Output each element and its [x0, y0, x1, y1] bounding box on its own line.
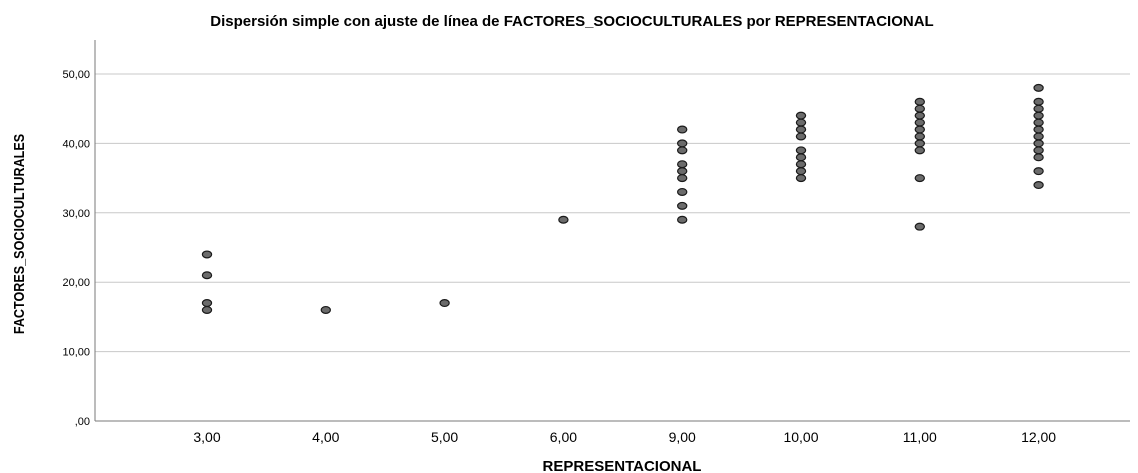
scatter-point	[1033, 83, 1044, 92]
scatter-point	[1033, 111, 1044, 120]
y-tick-label: ,00	[75, 416, 90, 428]
scatter-point	[320, 305, 331, 314]
scatter-point	[914, 222, 926, 231]
scatter-point	[1033, 125, 1044, 134]
axis-layer: ,00 10,00 20,00 30,00 40,00 50,00 3,00 4,00 5,00…	[62, 40, 1130, 445]
x-tick-label: 10,00	[783, 429, 818, 445]
scatter-point	[1033, 146, 1044, 155]
scatter-point	[914, 104, 926, 113]
scatter-point	[914, 125, 926, 134]
x-tick-label: 6,00	[550, 429, 577, 445]
scatter-point	[677, 160, 688, 169]
scatter-point	[914, 174, 926, 183]
scatter-point	[795, 111, 807, 120]
scatter-point	[914, 139, 926, 148]
scatter-point	[677, 187, 688, 196]
scatter-point	[1033, 153, 1044, 162]
scatter-point	[439, 299, 450, 308]
scatter-point	[914, 111, 926, 120]
scatter-point	[201, 250, 213, 259]
x-tick-label: 12,00	[1021, 429, 1056, 445]
x-axis-label: REPRESENTACIONAL	[543, 458, 702, 473]
scatter-point	[1033, 104, 1044, 113]
scatter-point	[677, 201, 688, 210]
scatter-point	[1033, 181, 1044, 190]
scatter-point	[1033, 139, 1044, 148]
scatter-point	[1033, 167, 1044, 176]
scatter-point	[914, 118, 926, 127]
scatter-point	[795, 125, 807, 134]
x-tick-label: 3,00	[193, 429, 220, 445]
scatter-point	[1033, 132, 1044, 141]
scatter-point	[677, 167, 688, 176]
scatter-point	[1033, 97, 1044, 106]
scatter-point	[914, 132, 926, 141]
scatter-point	[201, 305, 213, 314]
scatter-point	[558, 215, 569, 224]
scatter-point	[201, 271, 213, 280]
y-tick-label: 20,00	[62, 277, 90, 289]
y-tick-label: 40,00	[62, 138, 90, 150]
scatter-point	[795, 132, 807, 141]
scatter-point	[795, 153, 807, 162]
x-tick-label: 9,00	[669, 429, 696, 445]
scatter-point	[1033, 118, 1044, 127]
y-axis-label: FACTORES_SOCIOCULTURALES	[10, 134, 27, 334]
y-tick-label: 10,00	[62, 347, 90, 359]
scatter-point	[795, 167, 807, 176]
y-tick-label: 30,00	[62, 208, 90, 220]
scatter-point	[677, 215, 688, 224]
scatter-point	[677, 125, 688, 134]
scatter-point	[795, 146, 807, 155]
x-tick-label: 5,00	[431, 429, 458, 445]
point-layer	[201, 83, 1044, 314]
scatter-point	[795, 118, 807, 127]
scatter-point	[677, 139, 688, 148]
scatter-point	[795, 174, 807, 183]
scatter-point	[201, 299, 213, 308]
grid-layer	[95, 73, 1130, 353]
x-tick-label: 4,00	[312, 429, 339, 445]
scatter-point	[914, 97, 926, 106]
y-tick-label: 50,00	[62, 69, 90, 81]
scatter-point	[677, 146, 688, 155]
chart-title: Dispersión simple con ajuste de línea de…	[210, 13, 933, 30]
scatter-point	[677, 174, 688, 183]
scatter-point	[795, 160, 807, 169]
x-tick-label: 11,00	[903, 429, 937, 445]
scatter-point	[914, 146, 926, 155]
